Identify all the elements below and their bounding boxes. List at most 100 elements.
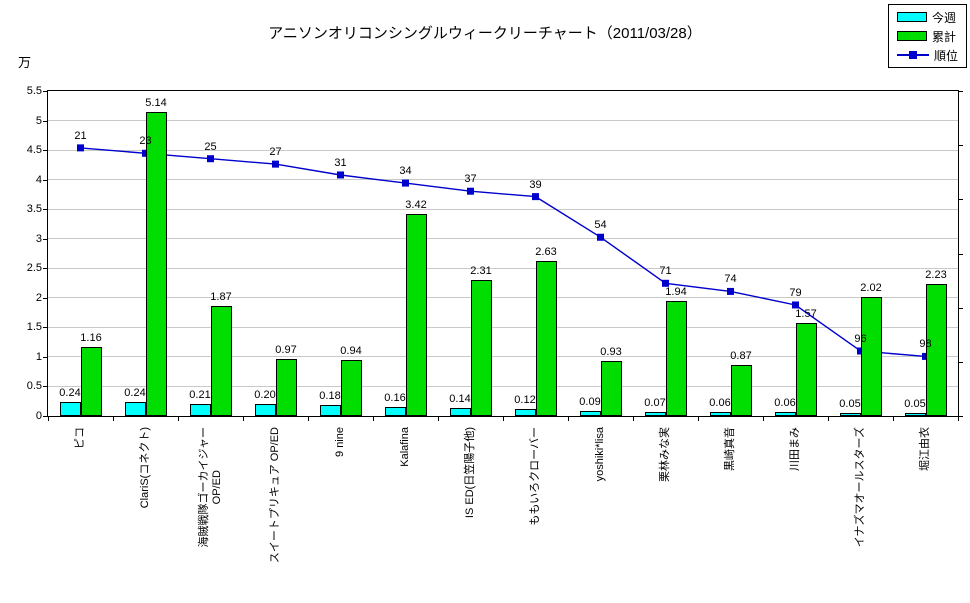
y-axis-tick [43,416,47,417]
bar-total [795,323,817,416]
gridline [48,385,958,387]
thisweek-value-label: 0.24 [124,386,146,399]
bar-total [80,347,102,416]
bar-total [925,284,947,416]
bar-total [470,279,492,416]
x-tick-label: 川田まみ [789,427,801,471]
x-axis-tick [698,416,699,421]
rank-value-label: 27 [269,146,282,159]
bar-total [730,364,752,416]
y-tick-label: 3.5 [26,203,42,216]
gridline [48,120,958,122]
bar-total [600,361,622,416]
thisweek-value-label: 0.16 [384,391,406,404]
bar-thisweek [904,413,926,416]
bar-total [210,305,232,416]
rank-value-label: 23 [139,135,152,148]
rank-value-label: 25 [204,140,217,153]
rank-value-label: 74 [724,273,737,286]
bar-thisweek [124,401,146,416]
thisweek-value-label: 0.05 [904,398,926,411]
total-value-label: 1.16 [80,332,102,345]
x-tick-label: ももいろクローバー [529,427,541,526]
total-value-label: 2.63 [535,245,557,258]
x-axis-tick [763,416,764,421]
rank-marker [727,287,734,295]
thisweek-value-label: 0.20 [254,389,276,402]
thisweek-value-label: 0.18 [319,390,341,403]
total-value-label: 1.94 [665,286,687,299]
x-tick-label: ピコ [74,427,86,449]
rank-marker [77,144,84,152]
legend: 今週 累計 順位 [887,4,967,68]
x-tick-label: Kalafina [399,427,411,467]
total-value-label: 0.87 [730,349,752,362]
x-axis-tick [958,416,959,421]
y-axis-tick [43,327,47,329]
x-axis-tick [633,416,634,421]
bar-thisweek [319,405,341,416]
chart-title: アニソンオリコンシングルウィークリーチャート（2011/03/28） [268,25,702,42]
total-value-label: 3.42 [405,198,427,211]
rank-axis-tick [959,253,963,255]
legend-item-rank: 順位 [896,48,958,63]
bar-thisweek [384,406,406,416]
x-axis-tick [178,416,179,421]
x-axis-tick [438,416,439,421]
legend-item-total: 累計 [896,29,958,44]
legend-label-rank: 順位 [933,48,958,63]
thisweek-swatch-icon [896,12,927,22]
bar-thisweek [449,407,471,416]
bar-thisweek [839,413,861,416]
x-axis-tick [893,416,894,421]
x-axis-tick [308,416,309,421]
gridline [48,149,958,151]
bar-total [340,360,362,416]
rank-value-label: 34 [399,165,412,178]
bar-total [145,112,167,416]
rank-marker [532,193,539,201]
x-tick-label: スイートプリキュア OP/ED [269,427,281,564]
rank-marker [402,179,409,187]
total-value-label: 2.23 [925,269,947,282]
bar-thisweek [774,412,796,416]
rank-marker [792,301,799,309]
legend-item-thisweek: 今週 [896,10,958,25]
y-tick-label: 4.5 [26,144,42,157]
thisweek-value-label: 0.14 [449,392,471,405]
gridline [48,356,958,358]
y-tick-label: 2 [35,291,42,304]
y-axis-tick [43,268,47,270]
rank-marker [597,233,604,241]
bar-thisweek [59,401,81,416]
x-tick-label: 海賊戦隊ゴーカイジャー OP/ED [197,427,223,548]
x-tick-label: ClariS(コネクト) [139,427,151,509]
gridline [48,297,958,299]
gridline [48,179,958,181]
x-axis-tick [48,416,49,421]
rank-value-label: 39 [529,178,542,191]
thisweek-value-label: 0.24 [59,386,81,399]
y-tick-label: 3 [35,232,42,245]
x-axis-tick [828,416,829,421]
thisweek-value-label: 0.06 [774,397,796,410]
rank-axis-tick [959,145,963,147]
rank-axis-tick [959,199,963,201]
rank-axis-tick [959,91,963,92]
y-tick-label: 4 [35,173,42,186]
y-tick-label: 1 [35,350,42,363]
rank-value-label: 79 [789,286,802,299]
rank-value-label: 71 [659,265,672,278]
y-axis-tick [43,209,47,211]
bar-total [860,296,882,416]
total-value-label: 2.31 [470,264,492,277]
rank-axis-tick [959,416,963,417]
x-tick-label: IS ED(日笠陽子他) [464,427,476,519]
thisweek-value-label: 0.21 [189,388,211,401]
total-value-label: 0.94 [340,345,362,358]
x-axis-tick [243,416,244,421]
total-value-label: 1.57 [795,308,817,321]
bar-thisweek [644,411,666,416]
gridline [48,238,958,240]
bar-total [275,358,297,416]
